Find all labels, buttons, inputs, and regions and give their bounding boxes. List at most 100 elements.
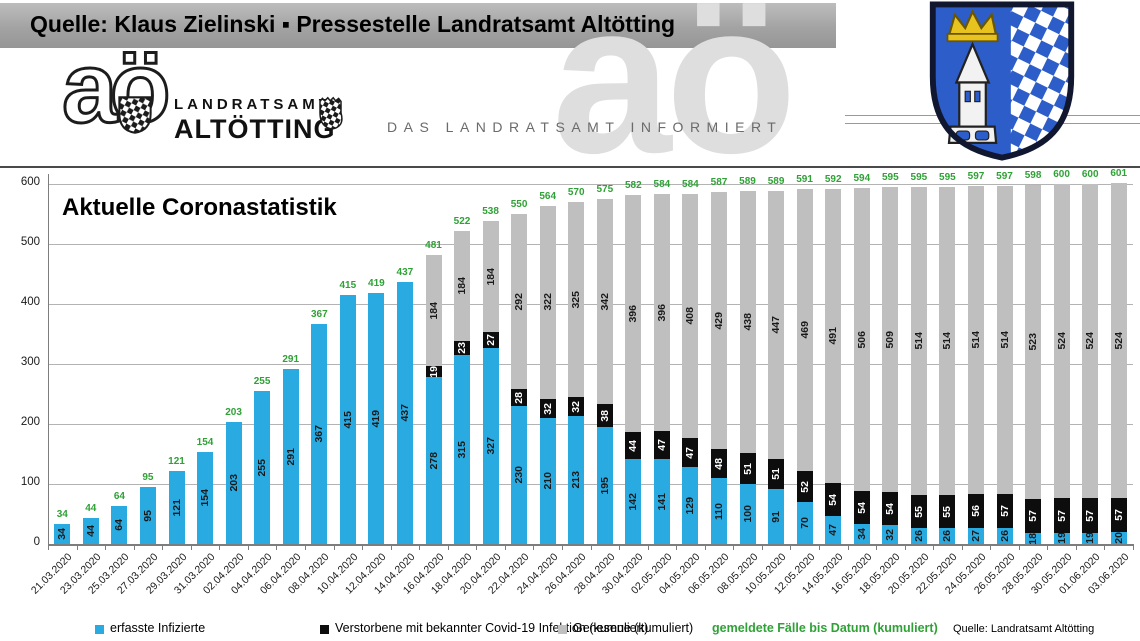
total-cases-label: 595: [910, 172, 928, 183]
bar-segment-genesene: 429: [711, 191, 727, 450]
total-cases-label: 584: [653, 178, 671, 190]
bar-segment-genesene: 322: [539, 205, 556, 399]
bar-value-label: 184: [427, 301, 440, 320]
bar-value-label: 437: [398, 404, 411, 422]
bar-segment-verstorbene: 47: [653, 431, 670, 460]
bar-value-label: 56: [970, 505, 982, 517]
total-cases-label: 597: [996, 170, 1013, 182]
bar-value-label: 18: [1027, 532, 1040, 545]
bar-value-label: 27: [484, 333, 497, 346]
gridline: [48, 424, 1133, 425]
bar-segment-verstorbene: 44: [625, 432, 642, 459]
legend-label-infizierte: erfasste Infizierte: [110, 621, 206, 635]
bar-segment-verstorbene: 51: [739, 453, 756, 484]
bar-value-label: 57: [998, 505, 1011, 518]
bar-value-label: 438: [741, 313, 754, 331]
x-axis-tick: [105, 544, 107, 550]
bar-segment-genesene: 509: [882, 187, 899, 493]
bar-segment-infizierte: 255: [254, 391, 271, 544]
bar-value-label: 419: [370, 409, 383, 428]
x-axis-tick: [219, 544, 221, 550]
total-cases-label: 367: [310, 308, 328, 320]
bar-segment-genesene: 524: [1110, 183, 1127, 498]
legend-label-verstorbene: Verstorbene mit bekannter Covid-19 Infek…: [335, 621, 649, 635]
bar-segment-verstorbene: 56: [968, 494, 984, 528]
bar-segment-verstorbene: 23: [454, 341, 470, 355]
total-cases-label: 415: [339, 280, 357, 291]
x-axis-tick: [1075, 544, 1077, 550]
bar-segment-genesene: 514: [939, 187, 956, 496]
gridline: [48, 364, 1133, 365]
bar-value-label: 26: [998, 530, 1011, 543]
bar-segment-verstorbene: 54: [853, 491, 870, 524]
total-cases-label: 203: [225, 407, 242, 419]
bar-value-label: 32: [541, 402, 554, 415]
bar-segment-infizierte: 18: [1025, 532, 1042, 545]
logo-line2: ALTÖTTING: [174, 114, 336, 144]
x-axis-tick: [1018, 544, 1020, 550]
x-axis-tick: [190, 544, 192, 550]
bar-segment-infizierte: 142: [625, 458, 642, 544]
bar-segment-verstorbene: 55: [939, 495, 956, 529]
x-axis-tick: [247, 544, 249, 550]
bar-value-label: 19: [1084, 532, 1097, 545]
x-axis-tick: [733, 544, 735, 550]
bar-value-label: 47: [827, 524, 840, 536]
y-axis-tick-label: 200: [20, 416, 40, 428]
bar-value-label: 51: [770, 468, 783, 480]
bar-value-label: 38: [598, 409, 611, 422]
bar-value-label: 327: [484, 437, 497, 455]
bar-value-label: 367: [313, 425, 326, 443]
bar-segment-genesene: 184: [454, 230, 470, 342]
gridline: [48, 304, 1133, 305]
bar-value-label: 32: [570, 400, 583, 413]
bar-segment-infizierte: 34: [853, 523, 870, 544]
bar-segment-infizierte: 19: [1082, 532, 1099, 545]
bar-segment-genesene: 514: [968, 185, 984, 495]
total-cases-label: 600: [1081, 169, 1099, 180]
bar-value-label: 19: [427, 365, 440, 378]
tagline: DAS LANDRATSAMT INFORMIERT: [387, 119, 783, 135]
bar-value-label: 110: [713, 502, 725, 520]
bar-segment-verstorbene: 32: [568, 397, 585, 417]
bar-value-label: 514: [941, 332, 954, 350]
bar-value-label: 26: [941, 530, 954, 543]
bar-value-label: 32: [884, 528, 897, 541]
bar-segment-infizierte: 129: [682, 466, 699, 544]
x-axis-tick: [162, 544, 164, 550]
bar-value-label: 44: [84, 524, 97, 537]
total-cases-label: 589: [767, 175, 785, 187]
bar-value-label: 213: [570, 471, 583, 489]
bar-segment-verstorbene: 54: [882, 492, 899, 525]
x-axis-tick: [647, 544, 649, 550]
total-cases-label: 95: [142, 472, 154, 483]
bar-value-label: 415: [341, 410, 354, 429]
bar-segment-genesene: 325: [568, 202, 585, 397]
x-axis-tick: [847, 544, 849, 550]
y-axis-tick-label: 400: [20, 296, 40, 308]
bar-segment-infizierte: 95: [139, 487, 156, 544]
total-cases-label: 550: [510, 199, 528, 210]
bar-value-label: 514: [912, 332, 925, 350]
bar-value-label: 255: [256, 458, 269, 477]
x-axis-tick: [48, 544, 49, 550]
bar-segment-verstorbene: 27: [482, 331, 499, 348]
bar-value-label: 47: [655, 439, 668, 452]
bar-value-label: 52: [798, 480, 811, 493]
total-cases-label: 598: [1024, 170, 1042, 182]
total-cases-label: 522: [453, 215, 471, 227]
total-cases-label: 64: [113, 490, 125, 502]
x-axis-tick: [876, 544, 877, 550]
bar-segment-genesene: 342: [596, 199, 613, 405]
bar-segment-infizierte: 32: [882, 524, 899, 544]
bar-value-label: 524: [1055, 332, 1068, 350]
x-axis-tick: [76, 544, 78, 550]
bar-value-label: 95: [141, 509, 154, 522]
bar-value-label: 129: [684, 496, 697, 515]
bar-segment-genesene: 184: [425, 255, 442, 366]
legend-note-gemeldete: gemeldete Fälle bis Datum (kumuliert): [712, 621, 938, 635]
total-cases-label: 255: [253, 376, 271, 387]
bar-value-label: 54: [827, 493, 840, 506]
